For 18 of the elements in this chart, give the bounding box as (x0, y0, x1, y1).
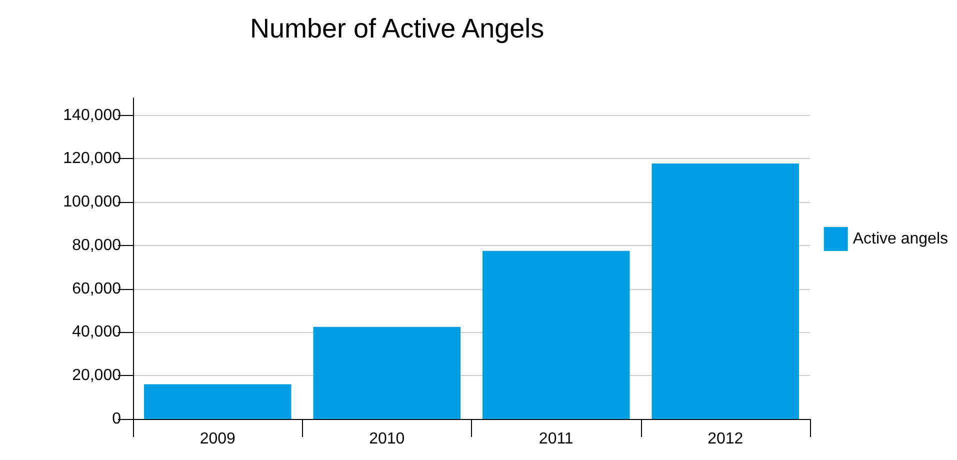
x-tick-label: 2012 (708, 430, 744, 448)
chart-title: Number of Active Angels (250, 14, 544, 44)
bar (652, 164, 799, 419)
x-tick-label: 2010 (369, 430, 405, 448)
legend-label: Active angels (852, 230, 948, 248)
y-tick-label: 100,000 (63, 194, 122, 211)
bar (482, 250, 630, 419)
y-tick-label: 80,000 (72, 236, 122, 254)
y-tick-label: 140,000 (63, 106, 122, 124)
x-tick-label: 2011 (538, 430, 574, 448)
y-tick-label: 60,000 (72, 280, 122, 298)
bar (144, 384, 292, 419)
y-tick-label: 120,000 (63, 150, 122, 168)
y-tick-label: 20,000 (72, 367, 122, 384)
y-tick-label: 0 (112, 410, 122, 428)
y-tick-label: 40,000 (72, 324, 122, 341)
x-tick-label: 2009 (200, 430, 236, 448)
bar (313, 326, 460, 419)
